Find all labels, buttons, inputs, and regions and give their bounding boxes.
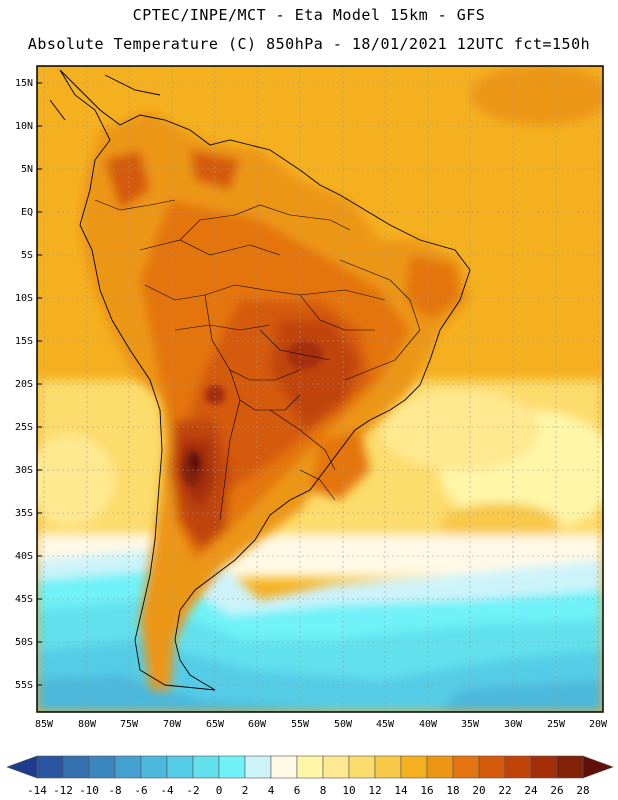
colorbar-label: 4 [268, 784, 275, 797]
lon-label: 25W [547, 719, 566, 730]
lon-label: 35W [461, 719, 480, 730]
chart-title: CPTEC/INPE/MCT - Eta Model 15km - GFS [132, 6, 486, 24]
colorbar-label: 14 [394, 784, 408, 797]
colorbar-swatch [426, 755, 454, 779]
colorbar-swatch [556, 755, 584, 779]
colorbar-swatch [140, 755, 168, 779]
colorbar-label: 26 [550, 784, 563, 797]
colorbar-label: -2 [186, 784, 199, 797]
axis-ticks [37, 82, 42, 686]
colorbar-label: 2 [242, 784, 249, 797]
colorbar-label: 12 [368, 784, 381, 797]
colorbar-label: -12 [53, 784, 73, 797]
colorbar-swatch [452, 755, 480, 779]
colorbar-label: 24 [524, 784, 538, 797]
lon-label: 60W [248, 719, 267, 730]
colorbar-label: 0 [216, 784, 223, 797]
colorbar-label: -10 [79, 784, 99, 797]
chart-subtitle: Absolute Temperature (C) 850hPa - 18/01/… [27, 35, 591, 53]
lat-label: 15S [15, 336, 33, 347]
lat-label: 40S [15, 551, 33, 562]
temperature-field [37, 66, 603, 712]
colorbar-label: 10 [342, 784, 355, 797]
lon-label: 20W [589, 719, 608, 730]
colorbar-labels: -14 -12 -10 -8 -6 -4 -2 0 2 4 6 8 10 12 … [27, 784, 590, 797]
colorbar-swatch [192, 755, 220, 779]
colorbar-label: 16 [420, 784, 433, 797]
map-frame [36, 65, 604, 713]
lat-label: 45S [15, 594, 33, 605]
country-borders [94, 199, 421, 521]
colorbar-label: 20 [472, 784, 485, 797]
colorbar-label: 8 [320, 784, 327, 797]
colorbar-swatch [114, 755, 142, 779]
coastlines [49, 69, 471, 691]
lon-label: 50W [334, 719, 353, 730]
colorbar-swatch [400, 755, 428, 779]
lon-label: 40W [419, 719, 438, 730]
lat-label: 10S [15, 293, 33, 304]
colorbar-swatch [478, 755, 506, 779]
colorbar-swatch [166, 755, 194, 779]
latitude-labels: 15N 10N 5N EQ 5S 10S 15S 20S 25S 30S 35S… [15, 78, 33, 691]
lat-label: 55S [15, 680, 33, 691]
colorbar-arrow-low [6, 755, 38, 779]
lat-label: 10N [15, 121, 33, 132]
lat-label: 30S [15, 465, 33, 476]
lon-label: 55W [291, 719, 310, 730]
colorbar-swatch [36, 755, 64, 779]
colorbar-swatch [504, 755, 532, 779]
colorbar-swatch [530, 755, 558, 779]
colorbar-swatch [270, 755, 298, 779]
lat-label: 15N [15, 78, 33, 89]
colorbar-arrow-high [582, 755, 614, 779]
lat-label: 5N [21, 164, 33, 175]
lon-label: 75W [120, 719, 139, 730]
colorbar-label: 22 [498, 784, 511, 797]
lon-label: 45W [376, 719, 395, 730]
colorbar [6, 755, 614, 779]
lon-label: 70W [163, 719, 182, 730]
lat-label: 35S [15, 508, 33, 519]
colorbar-swatch [218, 755, 246, 779]
colorbar-label: -14 [27, 784, 47, 797]
colorbar-label: -8 [108, 784, 121, 797]
colorbar-label: 28 [576, 784, 589, 797]
colorbar-swatch [88, 755, 116, 779]
colorbar-label: 6 [294, 784, 301, 797]
lat-label: 50S [15, 637, 33, 648]
lon-label: 30W [504, 719, 523, 730]
colorbar-swatch [244, 755, 272, 779]
lat-label: 5S [21, 250, 33, 261]
colorbar-label: -4 [160, 784, 174, 797]
lat-label: 25S [15, 422, 33, 433]
longitude-labels: 85W 80W 75W 70W 65W 60W 55W 50W 45W 40W … [35, 719, 608, 730]
lon-label: 80W [78, 719, 97, 730]
colorbar-swatch [348, 755, 376, 779]
colorbar-label: -6 [134, 784, 147, 797]
colorbar-swatch [62, 755, 90, 779]
lon-label: 85W [35, 719, 54, 730]
lon-label: 65W [206, 719, 225, 730]
colorbar-label: 18 [446, 784, 459, 797]
lat-label: 20S [15, 379, 33, 390]
colorbar-swatch [296, 755, 324, 779]
graticule [37, 66, 603, 712]
colorbar-swatch [374, 755, 402, 779]
lat-label: EQ [21, 207, 33, 218]
colorbar-swatch [322, 755, 350, 779]
